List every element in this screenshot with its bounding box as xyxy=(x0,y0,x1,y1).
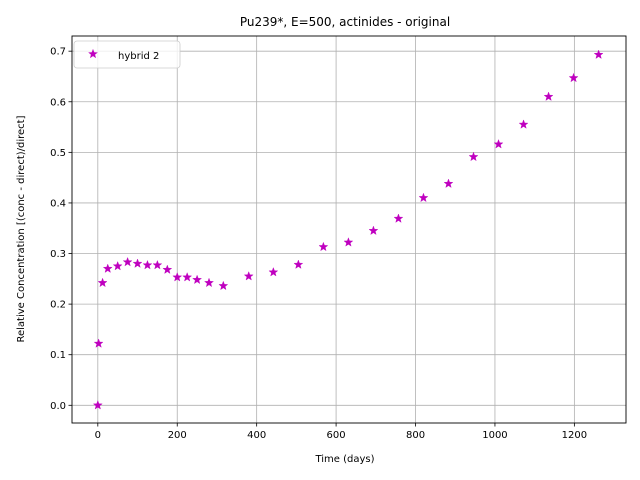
data-point xyxy=(102,263,113,273)
data-point xyxy=(443,178,454,188)
data-point xyxy=(142,259,153,270)
legend-marker xyxy=(88,48,98,59)
y-tick-label: 0.0 xyxy=(50,401,66,412)
data-point xyxy=(418,192,429,203)
x-tick-label: 0 xyxy=(95,430,101,441)
chart-title: Pu239*, E=500, actinides - original xyxy=(240,15,450,29)
data-point xyxy=(92,400,103,410)
x-tick-label: 1000 xyxy=(482,430,507,441)
x-axis-ticks: 0 200 400 600 800 1000 1200 xyxy=(95,423,587,441)
data-points xyxy=(92,49,604,410)
x-tick-label: 200 xyxy=(168,430,187,441)
data-point xyxy=(132,258,143,268)
grid xyxy=(72,36,626,423)
legend: hybrid 2 xyxy=(73,40,181,69)
data-point xyxy=(393,213,404,223)
data-point xyxy=(468,151,479,162)
data-point xyxy=(192,274,203,285)
data-point xyxy=(293,259,304,269)
y-tick-label: 0.7 xyxy=(50,47,66,58)
data-point xyxy=(268,267,279,277)
x-tick-label: 1200 xyxy=(562,430,587,441)
data-point xyxy=(243,271,254,281)
data-point xyxy=(218,280,229,291)
data-point xyxy=(97,277,108,288)
legend-label: hybrid 2 xyxy=(118,51,159,62)
data-point xyxy=(493,139,504,149)
data-point xyxy=(593,49,604,59)
data-point xyxy=(518,119,529,129)
data-point xyxy=(152,259,163,270)
x-axis-label: Time (days) xyxy=(314,454,374,465)
x-tick-label: 600 xyxy=(327,430,346,441)
data-point xyxy=(112,261,123,271)
data-point xyxy=(122,256,133,267)
plot-frame xyxy=(71,35,627,424)
data-point xyxy=(368,225,379,235)
data-point xyxy=(162,264,173,274)
x-tick-label: 400 xyxy=(247,430,266,441)
y-tick-label: 0.2 xyxy=(50,300,66,311)
x-tick-label: 800 xyxy=(406,430,425,441)
data-point xyxy=(568,72,579,83)
data-point xyxy=(318,241,329,252)
data-point xyxy=(93,338,104,348)
y-axis-ticks: 0.0 0.1 0.2 0.3 0.4 0.5 0.6 0.7 xyxy=(50,47,72,412)
y-tick-label: 0.5 xyxy=(50,148,66,159)
y-axis-label: Relative Concentration [(conc - direct)/… xyxy=(16,115,27,342)
data-point xyxy=(172,272,183,282)
y-tick-label: 0.6 xyxy=(50,97,66,108)
data-point xyxy=(543,91,554,101)
y-tick-label: 0.3 xyxy=(50,249,66,260)
plot-background xyxy=(72,36,626,423)
legend-box xyxy=(73,40,181,69)
y-tick-label: 0.1 xyxy=(50,350,66,361)
data-point xyxy=(182,272,193,282)
data-point xyxy=(204,277,214,288)
data-point xyxy=(343,237,354,247)
y-tick-label: 0.4 xyxy=(50,198,66,209)
